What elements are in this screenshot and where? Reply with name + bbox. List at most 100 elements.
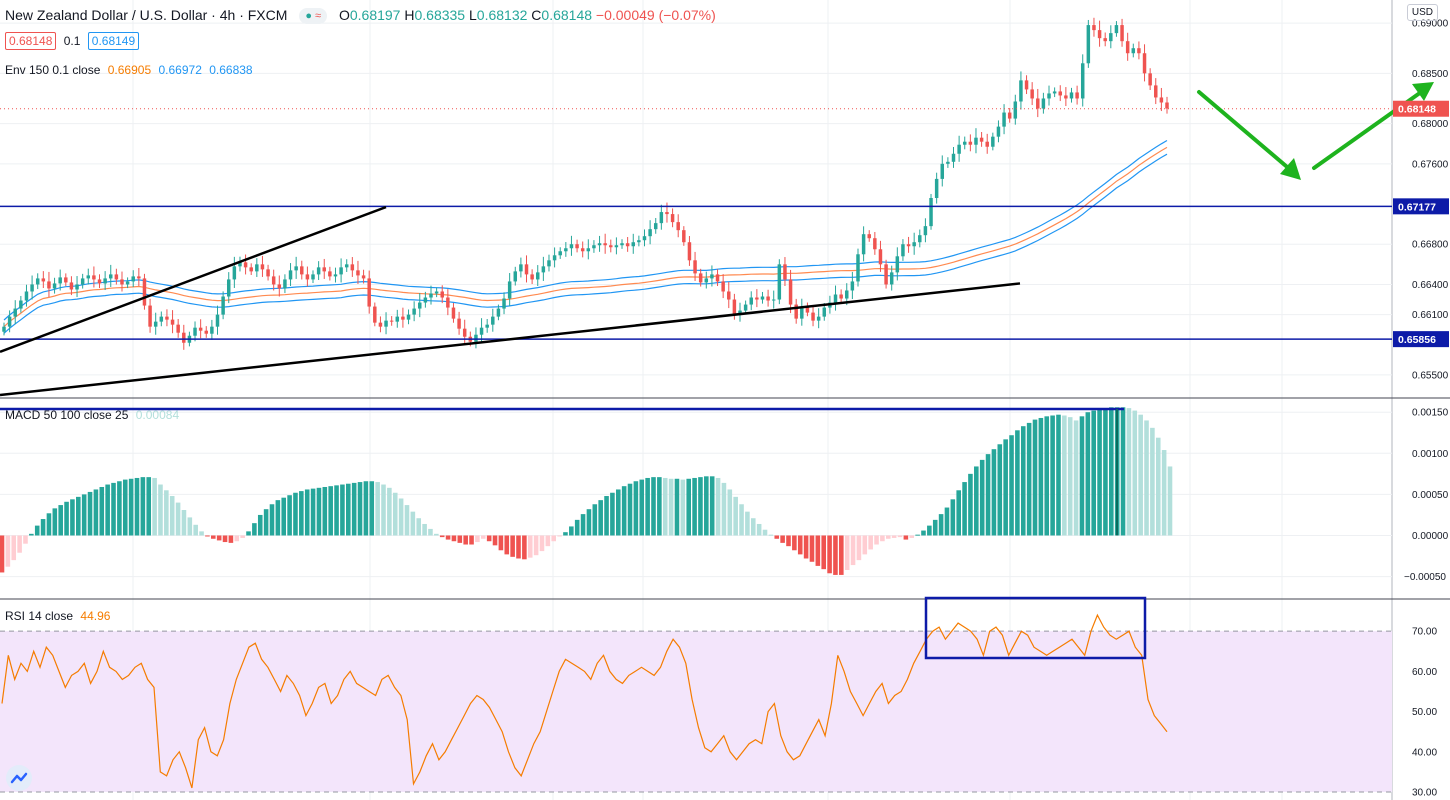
macd-bar: [921, 530, 926, 536]
macd-bar: [70, 499, 75, 536]
candle-body: [131, 276, 135, 282]
candle-body: [120, 279, 124, 285]
candle-body: [580, 248, 585, 252]
rsi-tick-label: 30.00: [1412, 787, 1437, 798]
tradingview-logo-icon[interactable]: [6, 765, 32, 791]
rsi-band-background: [0, 631, 1392, 792]
macd-bar: [1091, 410, 1096, 536]
trendline-lower: [0, 282, 1021, 397]
candle-body: [536, 272, 540, 280]
candle-body: [97, 279, 102, 284]
candle-body: [339, 267, 343, 275]
candle-body: [934, 178, 939, 198]
envelope-upper-line: [3, 139, 1168, 321]
macd-bar: [445, 535, 451, 540]
candle-body: [356, 270, 360, 276]
macd-bar: [645, 477, 650, 536]
macd-legend[interactable]: MACD 50 100 close 25 0.00084: [5, 408, 179, 422]
macd-bar: [563, 532, 568, 536]
macd-bar: [164, 490, 169, 536]
macd-bar: [938, 514, 944, 536]
candle-body: [462, 328, 467, 337]
arrow-down-head-icon: [1280, 158, 1301, 180]
candle-body: [1092, 25, 1096, 31]
macd-bar: [1120, 407, 1126, 536]
candle-body: [710, 274, 714, 279]
candle-body: [682, 230, 686, 243]
macd-bar: [522, 535, 527, 560]
macd-bar: [844, 535, 850, 570]
symbol-title[interactable]: New Zealand Dollar / U.S. Dollar · 4h · …: [5, 7, 288, 23]
candle-body: [361, 275, 366, 279]
ask-button[interactable]: 0.68149: [87, 32, 140, 50]
candle-body: [1069, 92, 1074, 99]
macd-tick-label: 0.00100: [1412, 449, 1449, 460]
macd-bar: [1062, 415, 1067, 536]
bid-button[interactable]: 0.68148: [5, 32, 57, 50]
candle-body: [507, 281, 512, 299]
macd-bar: [504, 535, 510, 555]
candle-body: [783, 264, 787, 280]
candle-body: [1019, 80, 1023, 102]
macd-bar: [1044, 416, 1050, 536]
macd-bar: [439, 535, 445, 538]
candle-body: [24, 291, 29, 301]
status-pill[interactable]: ● ≈: [299, 8, 328, 24]
macd-bar: [721, 482, 727, 536]
macd-bar: [428, 528, 433, 536]
candle-body: [889, 272, 894, 285]
candle-body: [496, 308, 501, 317]
rsi-tick-label: 70.00: [1412, 627, 1437, 638]
macd-bar: [745, 511, 750, 536]
macd-bar: [880, 535, 885, 542]
macd-bar: [586, 509, 592, 536]
macd-bar: [1003, 439, 1008, 536]
candle-body: [816, 316, 821, 321]
macd-bar: [240, 535, 245, 538]
current-price-tag-bg: [1393, 100, 1449, 117]
macd-bar: [351, 482, 357, 536]
macd-bar: [146, 477, 152, 536]
macd-bar: [392, 492, 398, 536]
candle-body: [41, 278, 46, 282]
candle-body: [30, 284, 34, 292]
candle-body: [1154, 85, 1158, 98]
price-tick-label: 0.66800: [1412, 240, 1449, 251]
candle-body: [328, 271, 332, 277]
candle-body: [951, 153, 956, 162]
envelope-legend[interactable]: Env 150 0.1 close 0.66905 0.66972 0.6683…: [5, 63, 253, 77]
macd-bar: [64, 501, 69, 536]
macd-bar: [1079, 416, 1085, 536]
macd-bar: [674, 478, 680, 536]
candle-body: [637, 240, 641, 243]
macd-bar: [598, 500, 603, 536]
candle-body: [316, 267, 321, 275]
candle-body: [58, 277, 62, 284]
macd-bar: [263, 509, 269, 536]
macd-bar: [340, 484, 345, 536]
candle-body: [238, 262, 242, 267]
candle-body: [221, 296, 225, 315]
macd-bar: [252, 523, 257, 536]
macd-bar: [111, 482, 116, 536]
rsi-legend[interactable]: RSI 14 close 44.96: [5, 609, 110, 623]
macd-bar: [46, 513, 52, 536]
candle-body: [137, 276, 141, 279]
macd-bar: [627, 483, 633, 536]
candle-body: [1058, 91, 1062, 96]
candle-body: [755, 297, 759, 300]
candle-body: [867, 234, 871, 239]
candle-body: [609, 245, 613, 248]
macd-bar: [962, 482, 967, 536]
candle-body: [923, 226, 928, 236]
candle-body: [35, 278, 40, 285]
currency-button[interactable]: USD: [1406, 4, 1438, 21]
macd-bar: [839, 535, 844, 575]
candle-body: [524, 264, 529, 275]
macd-bar: [610, 492, 615, 536]
candle-body: [198, 327, 203, 331]
macd-bar: [416, 518, 422, 536]
candle-body: [974, 137, 978, 145]
macd-bar: [709, 476, 715, 536]
